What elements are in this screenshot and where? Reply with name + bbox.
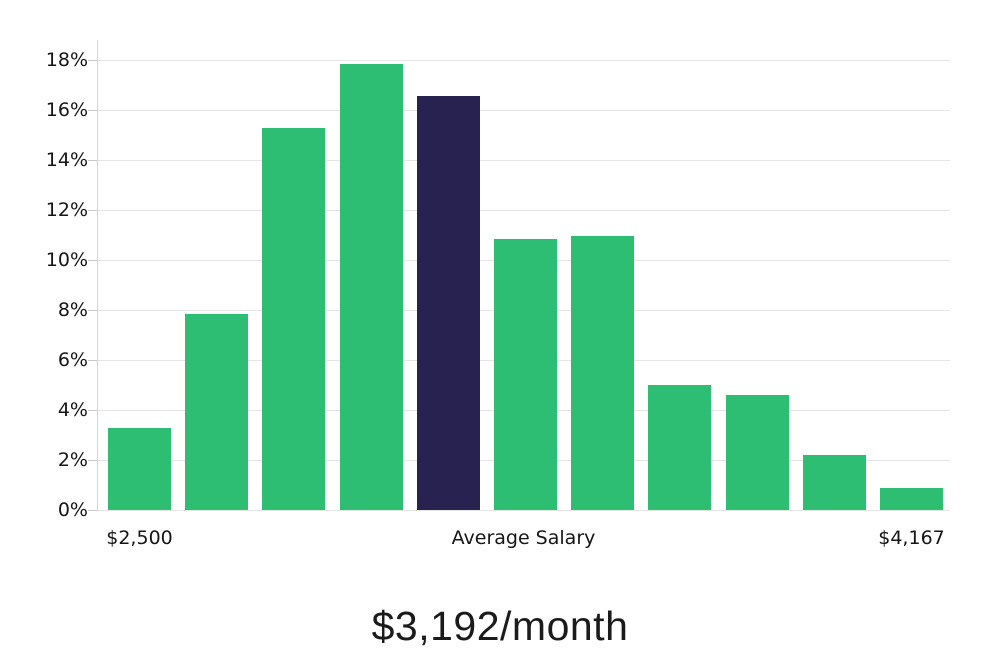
- y-axis-tick: [88, 360, 97, 361]
- bar: [494, 238, 557, 510]
- y-axis-label: 2%: [57, 449, 88, 471]
- y-axis-label: 14%: [45, 149, 88, 171]
- y-axis-label: 18%: [45, 49, 88, 71]
- y-axis-label: 6%: [57, 349, 88, 371]
- bar: [571, 236, 634, 510]
- bar: [108, 427, 171, 510]
- bar: [340, 63, 403, 510]
- y-axis-label: 12%: [45, 199, 88, 221]
- x-axis-label: Average Salary: [451, 527, 596, 549]
- y-axis-tick: [88, 110, 97, 111]
- bar: [803, 455, 866, 510]
- y-axis-tick: [88, 260, 97, 261]
- y-gridline: [97, 160, 950, 161]
- y-axis-label: 10%: [45, 249, 88, 271]
- bar: [880, 487, 943, 510]
- bar: [262, 127, 325, 510]
- y-axis-tick: [88, 460, 97, 461]
- y-axis-label: 8%: [57, 299, 88, 321]
- y-axis-tick: [88, 160, 97, 161]
- y-axis-label: 4%: [57, 399, 88, 421]
- y-axis-tick: [88, 510, 97, 511]
- y-gridline: [97, 210, 950, 211]
- bar: [726, 395, 789, 510]
- y-axis-label: 16%: [45, 99, 88, 121]
- y-axis-line: [97, 40, 98, 511]
- x-axis-label: $2,500: [106, 527, 173, 549]
- bar: [648, 385, 711, 510]
- y-axis-label: 0%: [57, 499, 88, 521]
- y-axis-tick: [88, 60, 97, 61]
- y-gridline: [97, 60, 950, 61]
- y-axis-tick: [88, 410, 97, 411]
- y-gridline: [97, 510, 950, 511]
- bar: [185, 313, 248, 510]
- x-axis-label: $4,167: [878, 527, 945, 549]
- y-axis-tick: [88, 310, 97, 311]
- y-gridline: [97, 110, 950, 111]
- chart-title: $3,192/month: [371, 603, 629, 649]
- y-axis-tick: [88, 210, 97, 211]
- bar-highlighted: [417, 96, 480, 510]
